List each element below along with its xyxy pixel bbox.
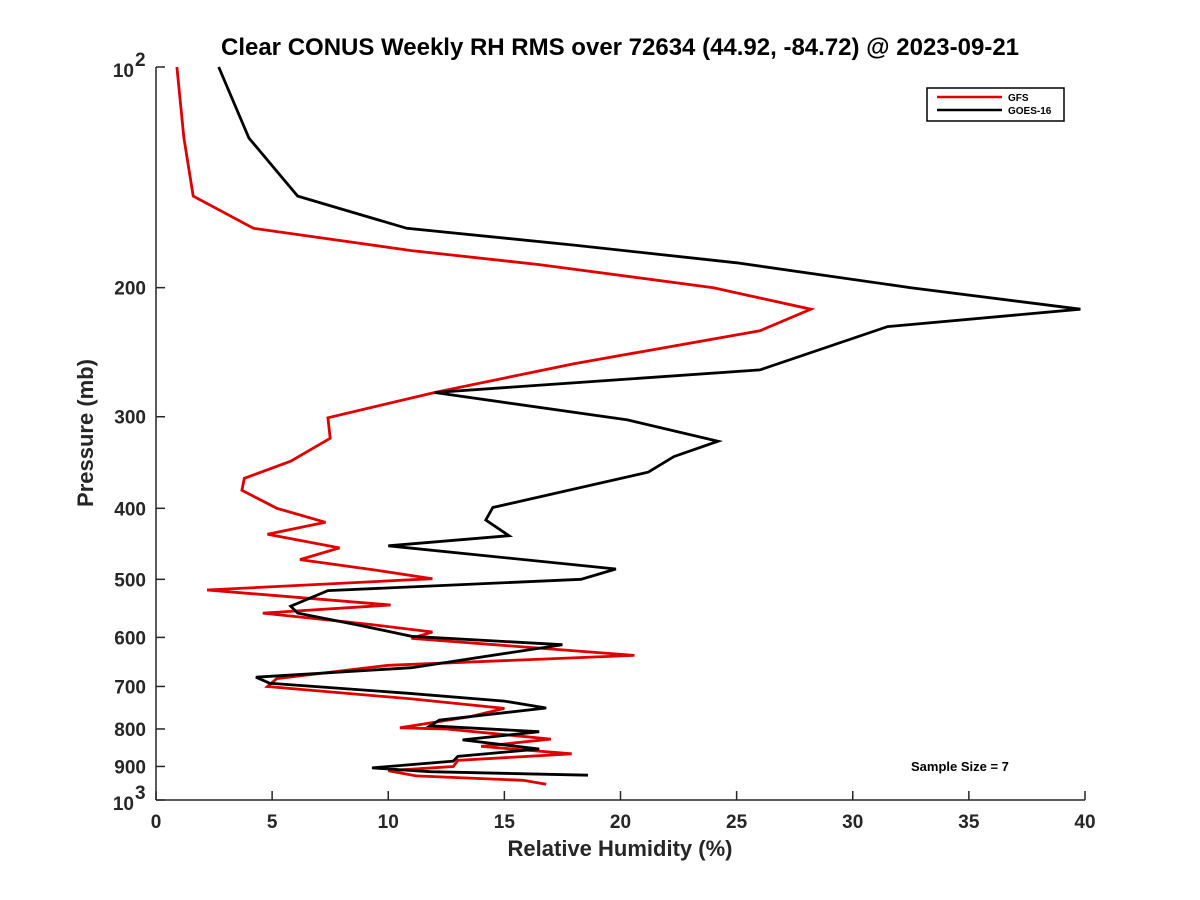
y-tick-label: 10 [113,794,134,815]
y-axis-title: Pressure (mb) [73,359,98,507]
x-tick-label: 30 [842,812,863,833]
y-tick-label: 800 [114,720,146,741]
y-tick-label: 900 [114,757,146,778]
y-tick-label: 400 [114,499,146,520]
series-line-goes-16 [217,66,1081,777]
legend: GFS GOES-16 [926,87,1065,122]
y-tick-label: 200 [114,279,146,300]
y-tick-label-exponent: 2 [135,50,146,71]
y-tick-label-exponent: 3 [135,783,146,804]
sample-size-annotation: Sample Size = 7 [911,759,1009,774]
y-tick-label: 500 [114,570,146,591]
x-tick-label: 35 [958,812,980,833]
legend-box [926,87,1065,122]
x-tick-label: 40 [1074,812,1095,833]
x-ticks: 0 5 10 15 20 25 30 35 40 [151,791,1096,833]
x-tick-label: 10 [378,812,399,833]
x-tick-label: 15 [494,812,516,833]
y-tick-label: 300 [114,408,146,429]
x-axis-title: Relative Humidity (%) [508,836,733,861]
legend-label-gfs: GFS [1008,93,1029,104]
x-tick-label: 0 [151,812,162,833]
chart-title: Clear CONUS Weekly RH RMS over 72634 (44… [221,34,1019,61]
series-line-gfs [175,66,816,786]
series-layer [175,66,1081,786]
legend-label-goes-16: GOES-16 [1008,106,1052,117]
axes-background [156,67,1085,800]
y-tick-label: 10 [113,61,134,82]
x-tick-label: 5 [267,812,278,833]
x-tick-label: 25 [726,812,748,833]
y-tick-label: 600 [114,628,146,649]
y-tick-label: 700 [114,677,146,698]
x-tick-label: 20 [610,812,631,833]
